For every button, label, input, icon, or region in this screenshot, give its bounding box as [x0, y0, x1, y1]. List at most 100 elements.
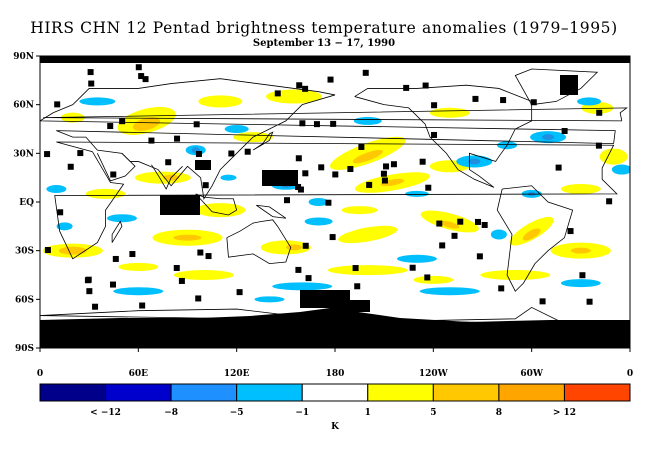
missing-data-cell [202, 182, 209, 189]
missing-data-cell [299, 120, 306, 127]
map-subtitle: September 13 − 17, 1990 [252, 38, 396, 49]
colorbar-tick-label: 1 [365, 408, 371, 418]
missing-data-cell [87, 69, 94, 76]
missing-data-cell [296, 82, 303, 89]
missing-data-cell [295, 266, 302, 273]
missing-data-cell [424, 274, 431, 281]
missing-data-cell [431, 102, 438, 109]
warm-anomaly-patch [338, 225, 398, 244]
missing-data-cell [419, 158, 426, 165]
missing-data-cell [425, 184, 432, 191]
missing-data-cell [498, 285, 505, 292]
coastlines [40, 68, 628, 329]
missing-data-cell [135, 64, 142, 71]
australia-coastline [226, 219, 292, 265]
colorbar-tick-label: −1 [295, 408, 309, 418]
strong-warm-anomaly-patch [380, 178, 405, 187]
warm-anomaly-patch [198, 95, 243, 108]
missing-data-cell [481, 221, 488, 228]
missing-data-cell [295, 183, 302, 190]
missing-data-cell [195, 150, 202, 157]
missing-data-cell [129, 251, 136, 258]
missing-data-cell [436, 220, 443, 227]
cool-anomaly-patch [220, 174, 237, 181]
warm-anomaly-patch [420, 210, 479, 233]
strong-warm-anomaly-patch [570, 247, 591, 254]
missing-data-cell [173, 264, 180, 271]
lon-tick-label: 60W [520, 369, 544, 379]
map-panel [40, 56, 630, 348]
missing-data-cell [474, 218, 481, 225]
colorbar-segment [236, 383, 303, 402]
missing-data-cell [205, 253, 212, 260]
south-america-coastline [496, 185, 574, 292]
missing-data-cell [439, 242, 446, 249]
missing-data-cell [390, 161, 397, 168]
cool-anomaly-patch [396, 254, 437, 263]
missing-data-cell [54, 101, 61, 108]
cool-anomaly-patch [353, 116, 382, 125]
map-title: HIRS CHN 12 Pentad brightness temperatur… [30, 19, 618, 37]
cool-anomaly-patch [577, 97, 602, 106]
longitude-axis: 0 60E 120E 180 120W 60W 0 [37, 348, 633, 379]
missing-data-cell [107, 123, 114, 130]
missing-data-cell [165, 159, 172, 166]
cool-anomaly-patch [224, 125, 249, 133]
missing-data-cell [88, 80, 95, 87]
missing-data-cell [409, 264, 416, 271]
warm-anomaly-patch [480, 270, 551, 280]
warm-anomaly-patch [429, 107, 470, 118]
missing-data-patch [195, 160, 211, 170]
missing-data-cell [84, 277, 91, 284]
warm-anomaly-patch [260, 240, 311, 255]
colorbar-tick-label: > 12 [553, 408, 576, 418]
lat-tick-label: 60S [15, 295, 34, 305]
missing-data-cell [228, 150, 235, 157]
cool-anomaly-patch [304, 217, 333, 226]
missing-data-cell [274, 90, 281, 97]
missing-data-cell [329, 234, 336, 241]
missing-data-cell [358, 143, 365, 150]
warm-anomaly-patch [118, 262, 159, 271]
missing-data-cell [325, 199, 332, 206]
cool-anomaly-patch [272, 282, 333, 291]
missing-data-cell [457, 218, 464, 225]
missing-data-cell [606, 198, 613, 205]
missing-data-cell [476, 253, 483, 260]
missing-data-cell [422, 82, 429, 89]
strong-warm-anomaly-patch [58, 246, 87, 255]
colorbar-segment [432, 383, 500, 402]
north-america-coastline [354, 84, 533, 188]
lon-tick-label: 120W [419, 369, 449, 379]
missing-data-cell [302, 170, 309, 177]
new-guinea-coastline [256, 204, 287, 219]
missing-data-cell [110, 281, 117, 288]
warm-anomaly-patch [599, 148, 628, 165]
colorbar-tick-label: < −12 [90, 408, 121, 418]
lat-tick-label: 90N [13, 52, 34, 62]
missing-data-patch [560, 75, 578, 95]
missing-data-cell [193, 121, 200, 128]
greenland-coastline [514, 68, 599, 106]
missing-data-cell [92, 303, 99, 310]
missing-data-cell [110, 171, 117, 178]
anomaly-layer [42, 89, 630, 303]
missing-data-cell [236, 289, 243, 296]
lat-tick-label: EQ [19, 198, 34, 208]
arctic-missing-band [40, 56, 630, 63]
colorbar-segment [170, 383, 238, 402]
missing-data-cell [67, 163, 74, 170]
colorbar-unit: K [331, 422, 340, 432]
colorbar [39, 383, 631, 402]
missing-data-patch [262, 170, 298, 186]
japan-coastline [252, 131, 274, 151]
missing-data-cell [586, 298, 593, 305]
missing-data-cell [318, 164, 325, 171]
warm-anomaly-patch [341, 206, 378, 215]
missing-data-cell [197, 249, 204, 256]
missing-data-cell [305, 275, 312, 282]
cool-anomaly-patch [254, 296, 285, 303]
warm-anomaly-patch [413, 275, 454, 284]
missing-data-cell [530, 99, 537, 106]
